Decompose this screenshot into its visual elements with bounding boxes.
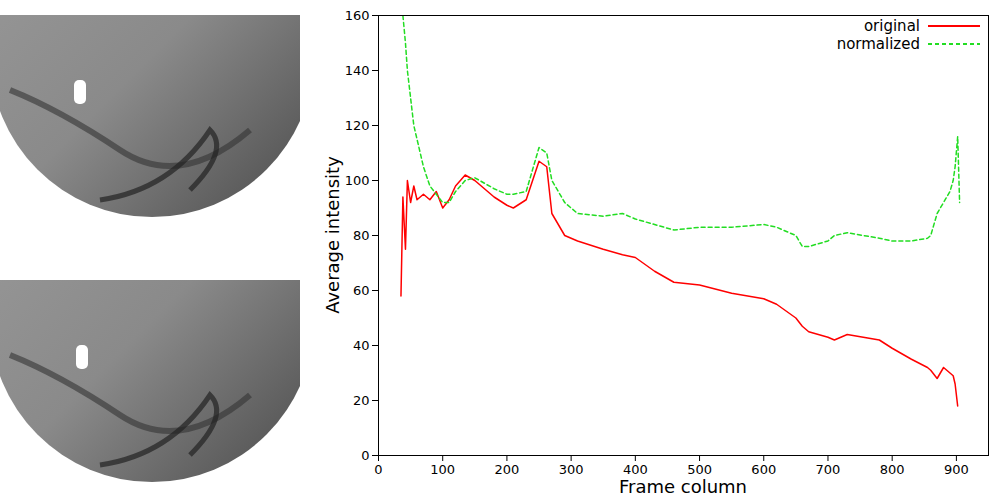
svg-text:600: 600 — [751, 462, 776, 477]
svg-text:900: 900 — [944, 462, 969, 477]
svg-text:100: 100 — [345, 173, 370, 188]
svg-text:200: 200 — [495, 462, 520, 477]
svg-text:40: 40 — [353, 338, 370, 353]
svg-text:120: 120 — [345, 118, 370, 133]
svg-text:800: 800 — [880, 462, 905, 477]
svg-text:100: 100 — [430, 462, 455, 477]
svg-text:60: 60 — [353, 283, 370, 298]
svg-text:160: 160 — [345, 8, 370, 23]
html-text:Average intensity: Average intensity — [321, 156, 343, 314]
svg-text:700: 700 — [816, 462, 841, 477]
html-text:Frame column: Frame column — [619, 476, 747, 497]
svg-text:80: 80 — [353, 228, 370, 243]
svg-text:300: 300 — [559, 462, 584, 477]
html-text:original: original — [863, 17, 920, 35]
svg-text:500: 500 — [687, 462, 712, 477]
svg-text:0: 0 — [374, 462, 382, 477]
svg-text:400: 400 — [623, 462, 648, 477]
svg-text:140: 140 — [345, 63, 370, 78]
html-text:normalized: normalized — [836, 35, 920, 53]
svg-text:0: 0 — [361, 448, 369, 463]
svg-text:20: 20 — [353, 393, 370, 408]
